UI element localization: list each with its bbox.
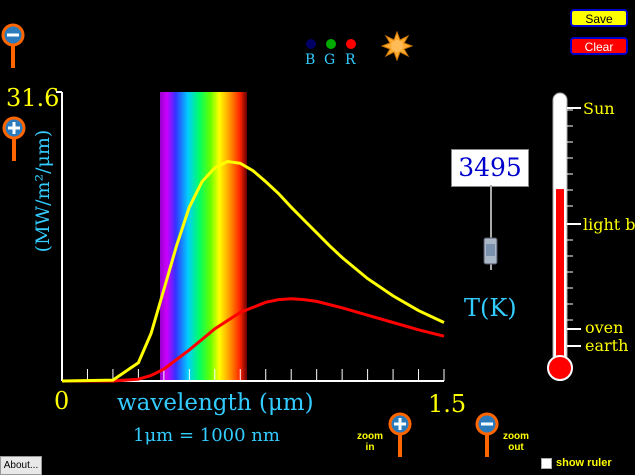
about-button[interactable]: About...: [0, 456, 42, 475]
clear-button[interactable]: Clear: [570, 37, 628, 55]
y-zoom-in-control[interactable]: [1, 115, 27, 163]
spectrum-graph: [56, 91, 445, 383]
x-zoom-out-control[interactable]: [474, 411, 500, 459]
unit-conversion-label: 1μm = 1000 nm: [133, 425, 280, 446]
green-filter-dot[interactable]: [326, 39, 336, 49]
slider-handle[interactable]: [483, 237, 498, 265]
star-icon[interactable]: [381, 31, 413, 61]
x-max-label: 1.5: [428, 390, 467, 418]
save-button[interactable]: Save: [570, 9, 628, 27]
visible-spectrum-band: [160, 92, 247, 381]
show-ruler-label: show ruler: [556, 457, 612, 469]
zoom-in-label: zoom in: [356, 431, 384, 453]
red-filter-dot[interactable]: [346, 39, 356, 49]
show-ruler-checkbox[interactable]: [541, 458, 552, 469]
x-min-label: 0: [54, 387, 70, 415]
x-zoom-in-control[interactable]: [387, 411, 413, 459]
thermometer-earth-label: earth: [585, 336, 629, 355]
filter-dots: [306, 39, 356, 49]
filter-g-label: G: [324, 52, 336, 68]
thermometer-fill: [556, 189, 564, 368]
thermometer-light-bulb-label: light bulb: [583, 215, 635, 234]
x-axis-label: wavelength (μm): [117, 390, 314, 416]
current-curve: [61, 159, 445, 383]
thermometer-ticks: [567, 107, 581, 347]
temperature-slider[interactable]: [478, 185, 504, 270]
y-zoom-out-control[interactable]: [0, 22, 26, 70]
filter-b-label: B: [305, 52, 316, 68]
thermometer-oven-label: oven: [585, 318, 624, 337]
temperature-readout[interactable]: 3495: [451, 149, 529, 187]
y-max-label: 31.6: [6, 84, 60, 112]
saved-curve: [62, 297, 445, 383]
blue-filter-dot[interactable]: [306, 39, 316, 49]
thermometer: [547, 92, 573, 381]
graph-axes: [56, 91, 445, 382]
filter-r-label: R: [345, 52, 356, 68]
temperature-unit-label: T(K): [464, 294, 517, 322]
thermometer-sun-label: Sun: [583, 99, 615, 118]
zoom-out-label: zoom out: [502, 431, 530, 453]
